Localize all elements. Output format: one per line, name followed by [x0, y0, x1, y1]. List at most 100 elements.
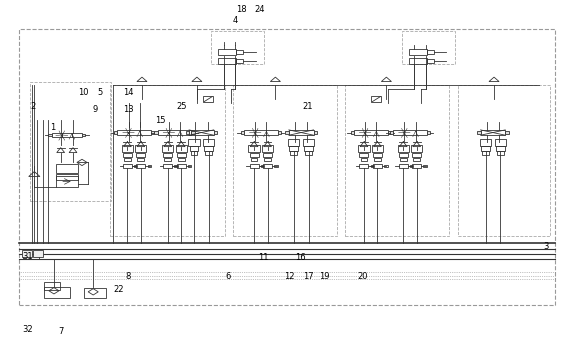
Bar — [505, 131, 509, 134]
Bar — [314, 131, 317, 134]
Bar — [19, 29, 555, 305]
Text: 9: 9 — [92, 105, 97, 114]
Bar — [412, 164, 421, 168]
Bar — [110, 85, 225, 236]
Bar — [135, 145, 147, 152]
Bar — [400, 157, 406, 161]
Bar — [264, 157, 271, 161]
Bar — [178, 157, 184, 161]
Bar — [274, 165, 278, 167]
Bar — [185, 131, 189, 134]
Bar — [390, 131, 393, 134]
Text: 17: 17 — [302, 272, 313, 281]
Text: 25: 25 — [176, 102, 187, 111]
Bar — [233, 85, 337, 236]
Text: 32: 32 — [22, 325, 33, 334]
Bar — [211, 31, 264, 64]
Bar — [250, 164, 259, 168]
Text: 16: 16 — [295, 253, 306, 262]
Bar — [361, 157, 368, 161]
Text: 15: 15 — [155, 116, 166, 125]
Bar — [410, 165, 413, 167]
Bar — [191, 131, 194, 134]
Bar — [162, 145, 173, 152]
Bar — [427, 50, 434, 54]
Bar — [56, 164, 78, 173]
Bar — [117, 130, 129, 135]
Bar — [412, 152, 421, 157]
Bar — [169, 130, 180, 135]
Bar — [218, 58, 237, 64]
Bar — [401, 31, 455, 64]
Bar — [30, 82, 111, 201]
Bar — [495, 139, 506, 146]
Bar — [140, 130, 151, 135]
Bar — [191, 151, 197, 155]
Bar — [44, 287, 70, 298]
Bar — [189, 146, 198, 151]
Bar — [497, 151, 504, 155]
Bar — [285, 131, 289, 134]
Bar — [266, 130, 278, 135]
Bar — [214, 131, 217, 134]
Bar — [409, 58, 427, 64]
Bar — [288, 139, 300, 146]
Bar — [262, 145, 273, 152]
Text: 4: 4 — [233, 16, 238, 24]
Bar — [241, 131, 244, 134]
Bar — [278, 131, 281, 134]
Bar — [218, 49, 237, 55]
Bar — [397, 145, 409, 152]
Bar — [251, 157, 257, 161]
Text: 1: 1 — [50, 124, 56, 132]
Bar — [427, 59, 434, 63]
Bar — [48, 134, 52, 136]
Bar — [155, 131, 158, 134]
Text: 21: 21 — [303, 102, 313, 111]
Bar — [409, 49, 427, 55]
Text: 24: 24 — [255, 5, 265, 14]
Text: 6: 6 — [225, 272, 230, 281]
Bar — [151, 131, 155, 134]
Bar — [206, 151, 212, 155]
Bar — [176, 152, 185, 157]
Text: 19: 19 — [319, 272, 330, 281]
Text: 3: 3 — [543, 242, 549, 251]
Text: 13: 13 — [123, 105, 134, 114]
Bar — [237, 59, 243, 63]
Bar — [481, 130, 505, 135]
Bar — [372, 145, 383, 152]
Bar — [123, 164, 132, 168]
Bar — [203, 139, 214, 146]
Bar — [123, 152, 132, 157]
Bar — [114, 131, 117, 134]
Bar — [255, 130, 266, 135]
Bar — [388, 131, 391, 134]
Bar — [413, 157, 420, 161]
Bar — [124, 157, 131, 161]
Bar — [304, 146, 313, 151]
Bar — [164, 152, 172, 157]
Bar — [289, 130, 314, 135]
Bar — [237, 50, 243, 54]
Bar — [174, 165, 178, 167]
Bar — [374, 157, 381, 161]
Text: 7: 7 — [58, 327, 64, 336]
Bar — [496, 146, 505, 151]
Bar — [22, 250, 31, 257]
Bar — [384, 165, 388, 167]
Bar — [480, 139, 491, 146]
Text: 5: 5 — [98, 88, 103, 97]
Bar — [189, 130, 214, 135]
Bar — [373, 152, 382, 157]
Bar — [33, 250, 43, 257]
Text: 11: 11 — [258, 253, 268, 262]
Bar — [205, 146, 213, 151]
Bar — [138, 157, 144, 161]
Bar — [398, 164, 407, 168]
Bar — [164, 164, 172, 168]
Bar — [393, 130, 404, 135]
Bar — [137, 152, 146, 157]
Text: 2: 2 — [30, 102, 36, 112]
Bar — [305, 151, 312, 155]
